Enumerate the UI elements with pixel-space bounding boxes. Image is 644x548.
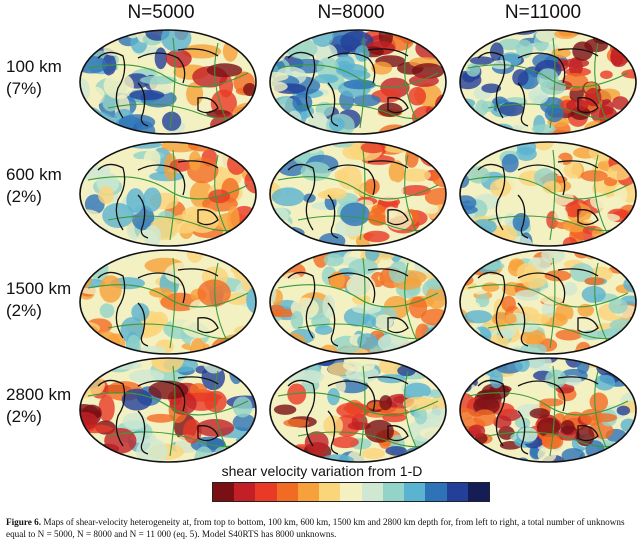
colorbar-swatch bbox=[425, 483, 447, 501]
row-scale: (2%) bbox=[6, 301, 42, 320]
colorbar-swatch bbox=[234, 483, 256, 501]
colorbar-swatch bbox=[276, 483, 298, 501]
caption-label: Figure 6. bbox=[6, 517, 42, 527]
row-depth: 1500 km bbox=[6, 279, 72, 298]
column-header-n11000: N=11000 bbox=[504, 2, 582, 23]
caption-text: Maps of shear-velocity heterogeneity at,… bbox=[6, 517, 625, 539]
tomography-map bbox=[268, 356, 448, 464]
colorbar-swatch bbox=[361, 483, 383, 501]
tomography-map bbox=[78, 248, 258, 356]
colorbar-swatch bbox=[297, 483, 320, 501]
row-depth: 2800 km bbox=[6, 385, 72, 404]
row-label-600km: 600 km (2%) bbox=[6, 164, 62, 208]
row-scale: (2%) bbox=[6, 407, 42, 426]
tomography-map bbox=[78, 356, 258, 464]
tomography-map bbox=[268, 140, 448, 248]
row-depth: 600 km bbox=[6, 165, 62, 184]
colorbar-swatch bbox=[467, 483, 490, 501]
tomography-map bbox=[268, 28, 448, 136]
colorbar bbox=[212, 482, 490, 502]
row-scale: (7%) bbox=[6, 79, 42, 98]
row-scale: (2%) bbox=[6, 187, 42, 206]
column-header-n8000: N=8000 bbox=[317, 2, 385, 23]
tomography-map bbox=[268, 248, 448, 356]
column-header-n5000: N=5000 bbox=[127, 2, 195, 23]
row-depth: 100 km bbox=[6, 57, 62, 76]
row-label-2800km: 2800 km (2%) bbox=[6, 384, 71, 428]
row-label-100km: 100 km (7%) bbox=[6, 56, 62, 100]
tomography-map bbox=[458, 248, 638, 356]
colorbar-swatch bbox=[404, 483, 426, 501]
colorbar-swatch bbox=[213, 483, 235, 501]
figure-caption: Figure 6. Maps of shear-velocity heterog… bbox=[6, 517, 638, 540]
tomography-map bbox=[78, 28, 258, 136]
tomography-map bbox=[458, 28, 638, 136]
tomography-map bbox=[78, 140, 258, 248]
colorbar-swatch bbox=[382, 483, 405, 501]
row-label-1500km: 1500 km (2%) bbox=[6, 278, 71, 322]
tomography-map bbox=[458, 140, 638, 248]
colorbar-swatch bbox=[340, 483, 362, 501]
colorbar-swatch bbox=[446, 483, 468, 501]
colorbar-title: shear velocity variation from 1-D bbox=[221, 463, 423, 479]
colorbar-swatch bbox=[319, 483, 341, 501]
tomography-map bbox=[458, 356, 638, 464]
colorbar-swatch bbox=[255, 483, 277, 501]
